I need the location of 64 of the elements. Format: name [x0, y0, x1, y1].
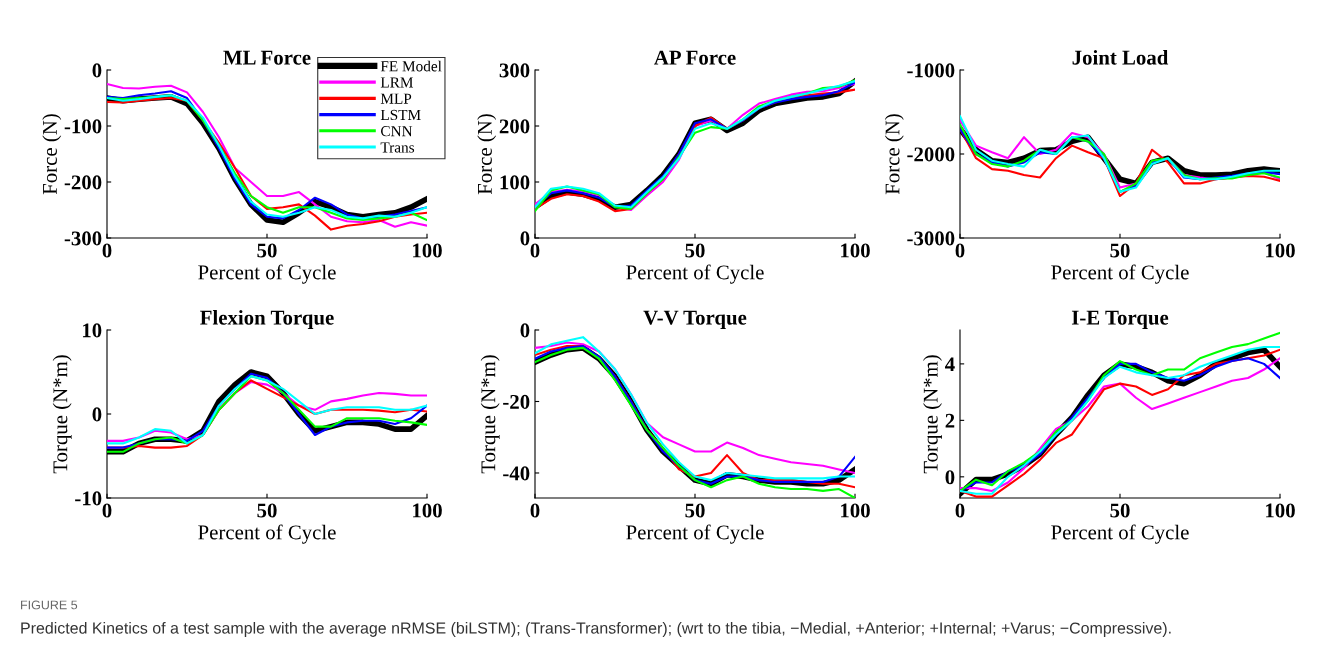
x-axis-title: Percent of Cycle: [1051, 264, 1189, 284]
x-tick-label: 0: [955, 503, 965, 518]
legend-label: FE Model: [380, 60, 442, 72]
y-tick-label: -10: [75, 491, 102, 506]
x-tick-label: 0: [102, 243, 112, 258]
y-tick-label: 100: [500, 175, 530, 190]
chart-title: ML Force: [223, 50, 311, 65]
y-tick-label: -2000: [907, 147, 955, 162]
caption: FIGURE 5: [21, 600, 78, 610]
x-tick-label: 100: [841, 503, 870, 518]
y-tick-label: 4: [945, 357, 955, 372]
x-tick-label: 50: [1110, 243, 1130, 258]
y-tick-label: 0: [92, 63, 102, 78]
y-tick-label: 0: [945, 470, 955, 485]
x-tick-label: 100: [841, 243, 870, 258]
y-tick-label: -1000: [907, 63, 955, 78]
x-axis-title: Percent of Cycle: [198, 524, 336, 544]
y-tick-label: -3000: [907, 231, 955, 246]
y-axis-title: Torque (N*m): [480, 355, 500, 474]
chart-title: V-V Torque: [643, 310, 747, 329]
y-tick-label: -40: [503, 466, 530, 481]
y-axis-title: Force (N): [42, 114, 62, 195]
legend-label: MLP: [380, 93, 412, 104]
x-tick-label: 50: [1110, 503, 1130, 518]
x-tick-label: 50: [257, 503, 277, 518]
y-tick-label: -200: [64, 175, 102, 190]
x-tick-label: 0: [102, 503, 112, 518]
y-tick-label: 2: [945, 413, 955, 428]
chart-title: Joint Load: [1072, 49, 1169, 65]
y-axis-title: Force (N): [477, 114, 497, 195]
chart-title: I-E Torque: [1071, 310, 1169, 329]
y-tick-label: 200: [499, 119, 530, 134]
y-axis-title: Force (N): [884, 114, 904, 195]
x-tick-label: 50: [685, 503, 705, 518]
chart-title: AP Force: [654, 50, 736, 65]
y-tick-label: 0: [92, 407, 102, 422]
y-tick-label: -100: [64, 119, 102, 134]
y-tick-label: 0: [520, 231, 530, 246]
y-tick-label: 10: [82, 323, 102, 338]
y-tick-label: 0: [520, 323, 530, 338]
x-tick-label: 100: [1266, 503, 1295, 518]
legend-label: LRM: [380, 77, 414, 88]
text: Predicted Kinetics of a test sample with the average nRMSE (biLSTM); (Trans-Transformer); (wrt to the tibia, −Medial, +Anterior; +Internal; +Varus; −Compressive).: [21, 622, 1171, 637]
legend-label: CNN: [381, 126, 413, 137]
x-tick-label: 100: [413, 243, 442, 258]
x-axis-title: Percent of Cycle: [626, 524, 764, 544]
legend-label: Trans: [380, 142, 415, 153]
y-axis-title: Torque (N*m): [923, 355, 942, 474]
x-tick-label: 100: [1266, 243, 1295, 258]
legend-label: LSTM: [380, 109, 421, 121]
x-tick-label: 50: [685, 243, 705, 258]
x-tick-label: 100: [413, 503, 442, 518]
x-axis-title: Percent of Cycle: [198, 264, 336, 284]
x-axis-title: Percent of Cycle: [1051, 524, 1189, 544]
x-tick-label: 0: [955, 243, 965, 258]
x-tick-label: 0: [530, 243, 540, 258]
x-tick-label: 50: [257, 243, 277, 258]
y-axis-title: Torque (N*m): [52, 355, 72, 474]
x-axis-title: Percent of Cycle: [626, 264, 764, 284]
y-tick-label: 300: [499, 63, 530, 78]
x-tick-label: 0: [530, 503, 540, 518]
y-tick-label: -20: [503, 394, 530, 409]
y-tick-label: -300: [64, 231, 102, 246]
chart-title: Flexion Torque: [200, 309, 334, 329]
